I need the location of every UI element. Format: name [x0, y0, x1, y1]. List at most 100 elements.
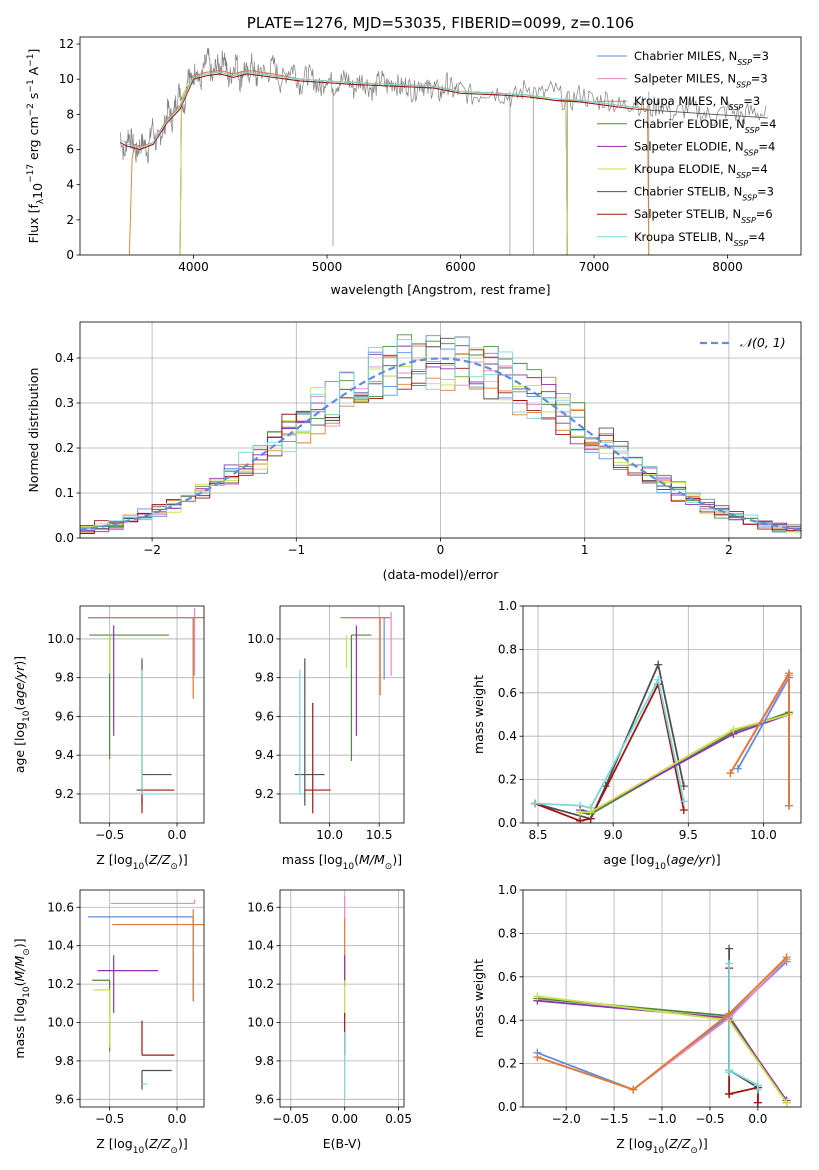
y-tick-label: 9.8	[55, 1054, 74, 1068]
y-axis-label: mass weight	[471, 675, 486, 754]
x-tick-label: 9.0	[604, 828, 623, 842]
y-axis-label: age [log10(age/yr)]	[12, 656, 32, 773]
x-tick-label: 4000	[178, 260, 209, 274]
y-tick-label: 1.0	[498, 599, 517, 613]
y-axis-label: mass weight	[471, 959, 486, 1038]
y-tick-label: 0.8	[498, 926, 517, 940]
legend-label: Kroupa ELODIE, NSSP=4	[634, 162, 768, 180]
y-tick-label: 9.6	[255, 709, 274, 723]
x-tick-label: 5000	[312, 260, 343, 274]
mass-weight-marker	[576, 808, 585, 817]
x-tick-label: 2	[725, 543, 733, 557]
spectrum-series-line	[119, 73, 635, 150]
y-tick-label: 6	[66, 143, 74, 157]
legend-label: Salpeter MILES, NSSP=3	[634, 72, 768, 90]
x-tick-label: −1.0	[647, 1112, 676, 1126]
histogram-salpeter_stelib	[80, 349, 801, 534]
axes-frame	[279, 605, 405, 824]
y-tick-label: 10.0	[247, 632, 274, 646]
x-tick-label: −1	[287, 543, 305, 557]
x-tick-label: 7000	[579, 260, 610, 274]
massweight_vs_age-axes: 8.5 9.0 9.5 10.0 0.0 0.2 0.4 0.6 0.8 1.0 age [log1…	[471, 599, 802, 872]
y-tick-label: 0.4	[498, 1013, 517, 1027]
x-axis-label: age [log10(age/yr)]	[603, 852, 720, 872]
y-tick-label: 9.4	[55, 748, 74, 762]
axes-frame	[79, 321, 802, 539]
mass-weight-marker	[729, 725, 738, 734]
x-axis-label: Z [log10(Z/Z⊙)]	[96, 1136, 187, 1156]
y-tick-label: 10.4	[247, 939, 274, 953]
x-tick-label: 1	[581, 543, 589, 557]
x-tick-label: 0.0	[167, 828, 186, 842]
y-tick-label: 9.2	[255, 787, 274, 801]
mass-weight-marker	[679, 797, 688, 806]
mass-weight-marker	[531, 799, 540, 808]
x-tick-label: 10.0	[750, 828, 777, 842]
y-tick-label: 4	[66, 178, 74, 192]
mass-weight-marker	[725, 1009, 734, 1018]
x-tick-label: −2	[143, 543, 161, 557]
y-tick-label: 0.0	[498, 816, 517, 830]
y-tick-label: 9.8	[255, 1054, 274, 1068]
legend-label: Kroupa STELIB, NSSP=4	[634, 230, 765, 248]
residuals-axes: −2 −1 0 1 2 0.0 0.1 0.2 0.3 0.4 (data-model)/error…	[26, 321, 802, 582]
legend-label: Salpeter STELIB, NSSP=6	[634, 207, 773, 225]
axes-frame	[522, 889, 802, 1108]
spectrum-axes: 4000 5000 6000 7000 8000 0 2 4 6 8 10 12 wavelength …	[26, 36, 802, 297]
massweight_vs_Z-plot-area	[533, 944, 791, 1107]
mass-weight-marker	[782, 953, 791, 962]
y-tick-label: 0.3	[55, 396, 74, 410]
massweight_vs_age-plot-area	[531, 660, 793, 823]
legend-label: Kroupa MILES, NSSP=3	[634, 94, 760, 112]
y-tick-label: 10.4	[47, 939, 74, 953]
mass-weight-line-kroupa_stelib	[534, 677, 685, 809]
x-tick-label: −0.5	[695, 1112, 724, 1126]
mass-weight-marker	[654, 660, 663, 669]
mass-weight-marker	[733, 764, 742, 773]
massweight_vs_Z-axes: −2.0 −1.5 −1.0 −0.5 0.0 0.0 0.2 0.4 0.6 0.8 1.0 Z […	[471, 883, 802, 1156]
legend-label: Salpeter ELODIE, NSSP=4	[634, 139, 775, 157]
y-tick-label: 10.0	[47, 632, 74, 646]
legend-label: Chabrier MILES, NSSP=3	[634, 49, 769, 67]
mass-weight-marker	[753, 1098, 762, 1107]
spectrum-legend: Chabrier MILES, NSSP=3 Salpeter MILES, NS…	[597, 49, 776, 247]
axes-frame	[279, 889, 405, 1108]
y-tick-label: 9.8	[55, 671, 74, 685]
axes-frame	[79, 605, 205, 824]
x-axis-label: Z [log10(Z/Z⊙)]	[616, 1136, 707, 1156]
y-tick-label: 10.0	[47, 1016, 74, 1030]
y-tick-label: 0.6	[498, 970, 517, 984]
x-axis-label: wavelength [Angstrom, rest frame]	[330, 282, 550, 297]
mass-weight-marker	[784, 669, 793, 678]
x-tick-label: 0	[437, 543, 445, 557]
mass-weight-marker	[726, 769, 735, 778]
histogram-chabrier_stelib	[80, 336, 801, 531]
histogram-salpeter_elodie	[80, 345, 801, 533]
spectrum-series-line	[119, 71, 635, 149]
age_vs_Z-plot-area	[88, 607, 204, 814]
histogram-kroupa_stelib	[80, 337, 801, 531]
x-axis-label: E(B-V)	[323, 1136, 362, 1151]
y-tick-label: 0.4	[55, 351, 74, 365]
mass-weight-marker	[533, 992, 542, 1001]
x-tick-label: −0.5	[95, 828, 124, 842]
legend-label: Chabrier ELODIE, NSSP=4	[634, 117, 776, 135]
mass_vs_EBV-axes: −0.05 0.00 0.05 9.6 9.8 10.0 10.2 10.4 10.6 E(B-V…	[247, 889, 412, 1151]
y-axis-label: Flux [fλ10−17 erg cm−2 s−1 A−1]	[26, 49, 46, 244]
y-tick-label: 0.0	[498, 1100, 517, 1114]
y-tick-label: 10	[59, 72, 74, 86]
x-axis-label: Z [log10(Z/Z⊙)]	[96, 852, 187, 872]
y-tick-label: 0.2	[498, 1057, 517, 1071]
gaussian-curve	[80, 357, 801, 532]
axes-frame	[79, 36, 802, 256]
axes-frame	[79, 889, 205, 1108]
mass-weight-marker	[629, 1085, 638, 1094]
mass-weight-line-kroupa_miles	[537, 956, 788, 1091]
y-tick-label: 0.6	[498, 686, 517, 700]
mass_vs_Z-plot-area	[88, 899, 204, 1090]
x-axis-label: (data-model)/error	[383, 567, 500, 582]
legend-label: Chabrier STELIB, NSSP=3	[634, 185, 774, 203]
mass-weight-marker	[654, 675, 663, 684]
residuals-plot-area	[80, 334, 801, 534]
y-tick-label: 10.2	[247, 977, 274, 991]
